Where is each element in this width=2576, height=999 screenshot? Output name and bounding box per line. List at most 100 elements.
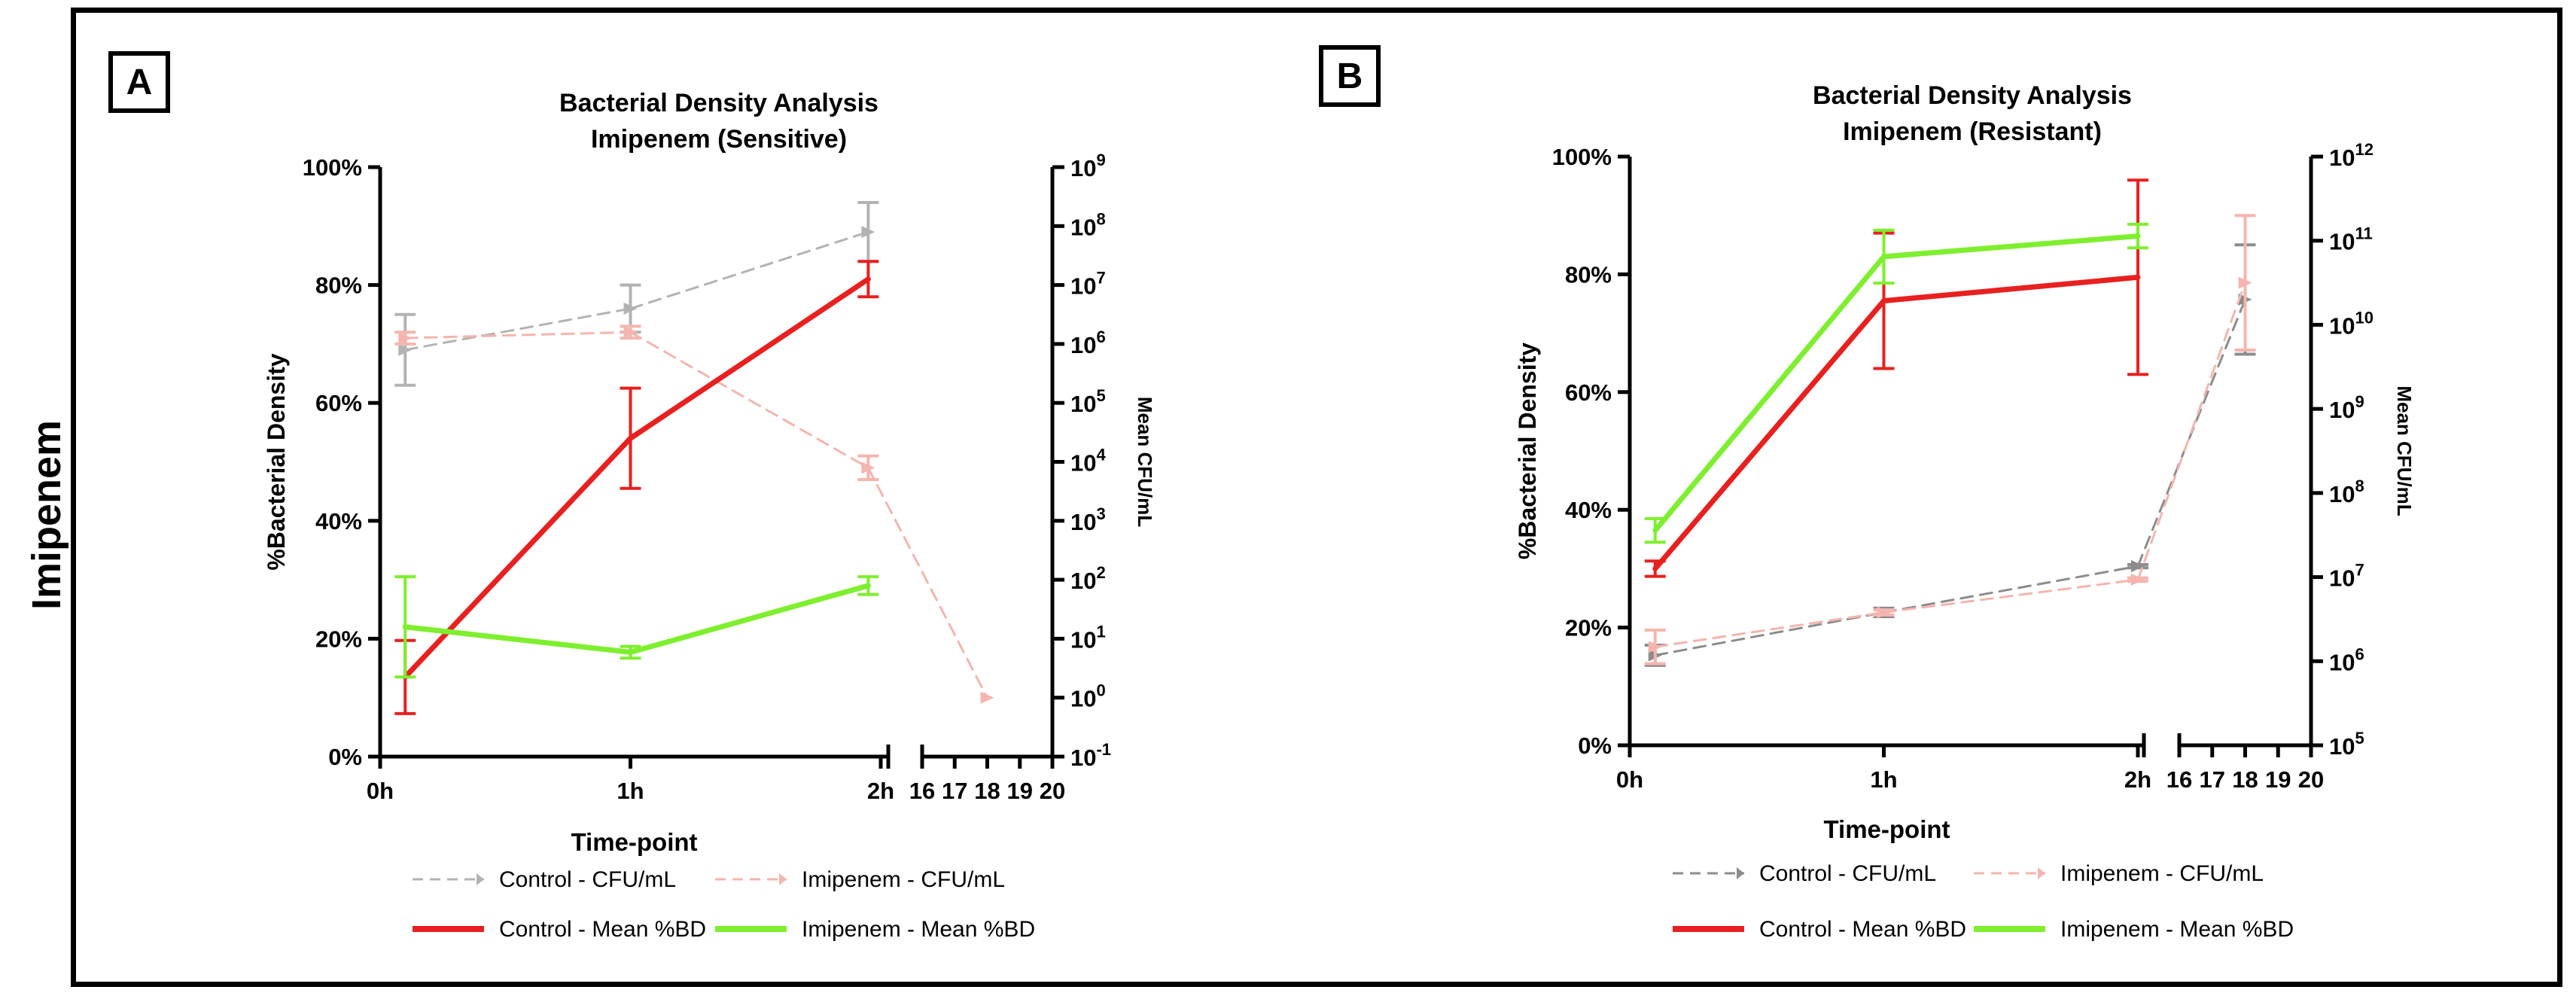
y2-tick-label: 109 (1070, 151, 1106, 181)
y2-tick-label: 108 (1070, 209, 1106, 240)
x-tick-label: 19 (1007, 778, 1033, 804)
y-tick-label: 80% (315, 273, 362, 299)
legend-marker (2038, 867, 2045, 879)
y2-tick-label: 108 (2329, 477, 2364, 507)
y2-axis-label: Mean CFU/mL (2393, 385, 2416, 516)
legend-label: Imipenem - CFU/mL (802, 867, 1005, 892)
x-tick-label: 17 (2200, 766, 2225, 793)
y2-tick-label: 102 (1070, 563, 1106, 594)
y2-tick-label: 104 (1070, 446, 1106, 477)
data-point-marker (861, 226, 875, 239)
y2-tick-label: 109 (2329, 392, 2364, 423)
legend-label: Imipenem - CFU/mL (2060, 861, 2264, 886)
y2-tick-label: 1010 (2329, 308, 2374, 339)
series-line-segment (1883, 565, 2139, 614)
panel-label-a: A (108, 51, 170, 113)
y-tick-label: 0% (1578, 732, 1612, 759)
x-tick-label: 17 (942, 778, 967, 804)
data-point-marker (861, 461, 875, 474)
y2-tick-label: 107 (1070, 269, 1106, 300)
series-imipenem-cfu-ml (1644, 214, 2256, 665)
series-line-segment (2136, 282, 2246, 581)
y2-tick-label: 106 (2329, 644, 2364, 675)
x-tick-label: 2h (867, 778, 894, 804)
series-line-segment (1881, 233, 2141, 260)
x-tick-label: 1h (617, 778, 644, 804)
y-tick-label: 100% (303, 154, 362, 181)
y2-tick-label: 1012 (2329, 140, 2374, 171)
chart-title: Bacterial Density Analysis (1813, 81, 2132, 110)
series-line-segment (403, 330, 632, 340)
legend-label: Control - CFU/mL (499, 867, 676, 892)
data-point-marker (623, 326, 638, 339)
x-tick-label: 20 (2298, 766, 2324, 793)
x-tick-label: 18 (974, 778, 1000, 804)
y2-axis-label: Mean CFU/mL (1134, 397, 1156, 527)
panel-a-chart: Bacterial Density Analysis Imipenem (Sens… (263, 89, 1156, 942)
y-tick-label: 40% (1565, 497, 1612, 523)
y2-tick-label: 105 (2329, 729, 2364, 760)
legend-marker (477, 873, 484, 885)
x-tick-label: 19 (2265, 766, 2291, 793)
series-imipenem-mean-bd (1644, 222, 2148, 544)
data-point-marker (2131, 573, 2145, 586)
chart-subtitle: Imipenem (Resistant) (1843, 117, 2102, 146)
legend-label: Imipenem - Mean %BD (2060, 917, 2294, 942)
series-line-segment (402, 624, 633, 655)
series-control-mean-bd (1644, 178, 2148, 578)
x-tick-label: 16 (2166, 766, 2192, 793)
y-tick-label: 40% (315, 508, 362, 535)
x-tick-label: 1h (1870, 766, 1897, 793)
legend-label: Imipenem - Mean %BD (802, 917, 1035, 942)
data-point-marker (398, 332, 413, 345)
y-tick-label: 80% (1565, 261, 1612, 288)
legend-label: Control - CFU/mL (1759, 861, 1936, 886)
y2-tick-label: 103 (1070, 504, 1106, 535)
y-tick-label: 60% (1565, 379, 1612, 406)
legend-marker (779, 873, 787, 885)
data-point-marker (2131, 560, 2145, 573)
x-tick-label: 16 (909, 778, 935, 804)
x-tick-label: 0h (367, 778, 394, 804)
series-control-cfu-ml (394, 200, 879, 387)
series-line-segment (1881, 274, 2141, 304)
y-axis-label: %Bacterial Density (1514, 343, 1541, 559)
chart-subtitle: Imipenem (Sensitive) (591, 125, 847, 154)
legend-marker (1737, 867, 1744, 879)
y2-tick-label: 1011 (2329, 224, 2373, 255)
x-tick-label: 2h (2124, 766, 2151, 793)
y-tick-label: 0% (328, 744, 362, 770)
data-point-marker (623, 302, 638, 315)
figure-frame (71, 8, 2562, 987)
y2-tick-label: 100 (1070, 681, 1106, 712)
data-point-marker (398, 343, 413, 356)
y2-tick-label: 101 (1070, 622, 1106, 653)
series-line-segment (866, 466, 988, 699)
series-line-segment (629, 330, 869, 469)
x-tick-label: 20 (1040, 778, 1065, 804)
series-line-segment (1654, 611, 1885, 656)
data-point-marker (1877, 606, 1891, 619)
x-tick-label: 18 (2232, 766, 2258, 793)
y-tick-label: 100% (1552, 144, 1612, 170)
data-point-marker (1648, 641, 1662, 653)
series-line-segment (629, 230, 869, 310)
y2-tick-label: 10-1 (1070, 740, 1111, 771)
chart-title: Bacterial Density Analysis (559, 89, 878, 117)
x-tick-label: 0h (1616, 766, 1643, 793)
y2-tick-label: 105 (1070, 386, 1106, 417)
series-control-cfu-ml (1644, 243, 2256, 667)
data-point-marker (980, 691, 994, 704)
series-line-segment (402, 435, 633, 680)
series-line-segment (1883, 578, 2139, 614)
series-line-segment (1652, 254, 1886, 534)
x-axis-label: Time-point (571, 828, 697, 856)
series-line-segment (628, 583, 871, 655)
series-control-mean-bd (394, 260, 879, 715)
series-line-segment (628, 276, 871, 441)
series-line-segment (1654, 611, 1885, 648)
y-axis-label: %Bacterial Density (263, 353, 290, 570)
data-point-marker (2238, 276, 2252, 289)
legend-label: Control - Mean %BD (1759, 917, 1966, 942)
